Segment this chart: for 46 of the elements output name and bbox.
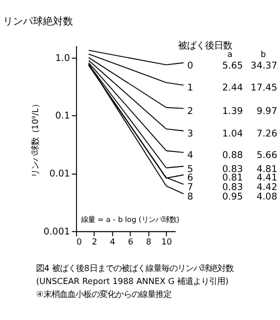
y-axis-title: リンパ球数（10⁹/L）	[30, 100, 40, 178]
chart-title: リンパ球絶対数	[3, 15, 74, 28]
text: 7.26	[256, 128, 278, 140]
text: b	[260, 48, 266, 59]
text: 34.37	[250, 60, 278, 72]
text: 1.39	[222, 106, 244, 118]
x-tick-label: 4	[110, 236, 116, 247]
text: 4.81	[256, 164, 278, 175]
text: 1.04	[222, 128, 244, 140]
legend-label: 1	[187, 82, 194, 94]
text: 2.44	[222, 82, 244, 94]
legend-label: 6	[187, 172, 194, 184]
text: 0.88	[222, 150, 244, 162]
text: ④末梢血血小板の変化からの線量推定	[36, 288, 172, 299]
text: 8	[187, 191, 194, 202]
legend-title: 被ばく後日数	[178, 40, 232, 52]
x-tick-label: 6	[128, 236, 134, 247]
legend-label: 4	[187, 150, 194, 162]
text: 9.97	[256, 106, 278, 118]
x-tick-label: 8	[146, 236, 152, 247]
text: 0.83	[222, 182, 244, 193]
x-tick-label: 2	[92, 236, 98, 247]
y-tick-label: 0.1	[55, 110, 70, 122]
text: 17.45	[250, 82, 278, 94]
x-tick-label: 10	[161, 236, 172, 247]
legend-label: 2	[187, 106, 194, 118]
text: 5.66	[256, 150, 278, 162]
text: 0.83	[222, 164, 244, 175]
text: 4.42	[256, 182, 278, 193]
legend-label: 7	[187, 182, 194, 193]
x-tick-label: 0	[76, 236, 82, 247]
legend-label: 5	[187, 164, 194, 175]
y-tick-label: 1.0	[55, 52, 70, 64]
annotation: 線量 = a - b log (リンパ球数)	[80, 214, 180, 224]
text: 0.81	[222, 172, 244, 184]
text: 4.08	[256, 191, 278, 202]
text: (UNSCEAR Report 1988 ANNEX G 補遺より引用)	[36, 276, 228, 286]
text: 5.65	[222, 60, 244, 72]
text: 0.95	[222, 191, 244, 202]
legend-label: 0	[187, 60, 194, 72]
y-tick-label: 0.01	[49, 168, 70, 180]
text: 4.41	[256, 172, 278, 184]
text: a	[227, 48, 232, 59]
caption: 図4 被ばく後8日までの被ばく線量毎のリンパ球絶対数	[36, 263, 234, 274]
legend-label: 3	[187, 128, 194, 140]
y-tick-label: 0.001	[43, 226, 70, 238]
